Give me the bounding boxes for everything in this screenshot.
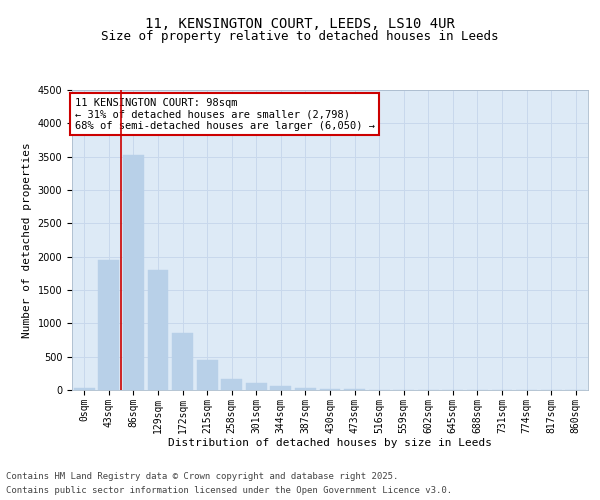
Bar — [295, 388, 316, 390]
Bar — [197, 360, 218, 390]
Bar — [172, 334, 193, 390]
Bar — [221, 380, 242, 390]
X-axis label: Distribution of detached houses by size in Leeds: Distribution of detached houses by size … — [168, 438, 492, 448]
Bar — [246, 384, 267, 390]
Text: 11, KENSINGTON COURT, LEEDS, LS10 4UR: 11, KENSINGTON COURT, LEEDS, LS10 4UR — [145, 18, 455, 32]
Bar — [148, 270, 169, 390]
Text: Size of property relative to detached houses in Leeds: Size of property relative to detached ho… — [101, 30, 499, 43]
Bar — [74, 388, 95, 390]
Bar — [320, 389, 340, 390]
Text: Contains HM Land Registry data © Crown copyright and database right 2025.: Contains HM Land Registry data © Crown c… — [6, 472, 398, 481]
Y-axis label: Number of detached properties: Number of detached properties — [22, 142, 32, 338]
Text: 11 KENSINGTON COURT: 98sqm
← 31% of detached houses are smaller (2,798)
68% of s: 11 KENSINGTON COURT: 98sqm ← 31% of deta… — [74, 98, 374, 130]
Bar — [123, 154, 144, 390]
Bar — [271, 386, 292, 390]
Text: Contains public sector information licensed under the Open Government Licence v3: Contains public sector information licen… — [6, 486, 452, 495]
Bar — [98, 260, 119, 390]
